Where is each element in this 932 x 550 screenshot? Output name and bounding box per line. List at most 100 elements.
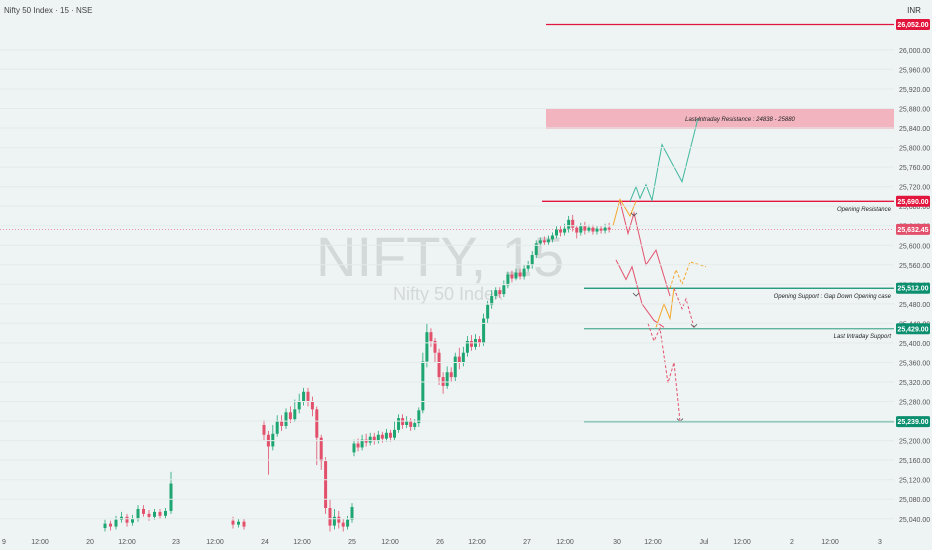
- candle-body: [315, 409, 319, 438]
- candle[interactable]: [393, 421, 396, 441]
- candle[interactable]: [409, 418, 413, 431]
- candle[interactable]: [350, 503, 354, 523]
- candle[interactable]: [368, 432, 372, 446]
- candle[interactable]: [341, 518, 345, 532]
- candle[interactable]: [575, 225, 579, 239]
- candle[interactable]: [376, 430, 380, 444]
- projection-path[interactable]: [612, 198, 637, 226]
- candle[interactable]: [437, 348, 441, 385]
- candle[interactable]: [417, 407, 421, 427]
- candle[interactable]: [169, 471, 173, 514]
- projection-path[interactable]: [619, 201, 671, 297]
- candle[interactable]: [571, 214, 575, 232]
- resistance-zone[interactable]: [546, 108, 895, 130]
- candle[interactable]: [465, 336, 469, 357]
- candle[interactable]: [114, 515, 118, 530]
- candle[interactable]: [482, 313, 486, 346]
- currency-label[interactable]: INR: [907, 6, 921, 15]
- candle[interactable]: [237, 518, 240, 528]
- candle[interactable]: [158, 508, 162, 519]
- candle-body: [445, 372, 449, 386]
- candle[interactable]: [522, 264, 526, 280]
- candle-body: [275, 421, 279, 434]
- candle[interactable]: [559, 225, 563, 237]
- candle[interactable]: [502, 280, 506, 298]
- candle[interactable]: [550, 232, 554, 243]
- projection-path[interactable]: [629, 118, 699, 203]
- candle[interactable]: [288, 406, 292, 424]
- candle[interactable]: [583, 221, 587, 235]
- candle[interactable]: [591, 224, 595, 235]
- candle[interactable]: [445, 366, 449, 389]
- candle[interactable]: [546, 235, 550, 246]
- x-tick-label: 24: [261, 539, 269, 546]
- candle[interactable]: [297, 393, 301, 414]
- candle[interactable]: [280, 415, 284, 431]
- candle[interactable]: [131, 514, 134, 526]
- candle[interactable]: [457, 347, 461, 370]
- candle[interactable]: [315, 406, 319, 466]
- candle[interactable]: [542, 236, 546, 246]
- projection-path[interactable]: [615, 259, 665, 328]
- candle[interactable]: [599, 225, 603, 234]
- candle[interactable]: [388, 429, 392, 442]
- candle[interactable]: [324, 457, 328, 514]
- candle[interactable]: [421, 352, 425, 414]
- candle[interactable]: [293, 399, 297, 423]
- candle[interactable]: [579, 222, 583, 236]
- candle[interactable]: [360, 434, 364, 451]
- candle[interactable]: [284, 408, 288, 429]
- candle[interactable]: [328, 499, 332, 532]
- candle[interactable]: [337, 510, 341, 529]
- candle[interactable]: [103, 519, 107, 532]
- projection-path[interactable]: [647, 323, 681, 422]
- candle[interactable]: [534, 240, 538, 258]
- candle[interactable]: [506, 271, 510, 289]
- candle[interactable]: [142, 505, 145, 517]
- candle[interactable]: [526, 260, 530, 272]
- candle[interactable]: [607, 222, 611, 233]
- symbol-title[interactable]: Nifty 50 Index · 15 · NSE: [4, 6, 93, 15]
- candle[interactable]: [449, 367, 453, 383]
- candle-body: [457, 356, 461, 363]
- candle[interactable]: [514, 268, 518, 281]
- candle-body: [587, 227, 591, 231]
- candle-body: [136, 508, 140, 519]
- candle[interactable]: [164, 508, 167, 519]
- candle[interactable]: [478, 336, 482, 347]
- price-axis[interactable]: [894, 0, 932, 550]
- candle[interactable]: [372, 432, 376, 445]
- candle[interactable]: [302, 387, 306, 406]
- candle[interactable]: [453, 352, 457, 382]
- candle[interactable]: [153, 508, 156, 520]
- candle[interactable]: [433, 338, 437, 363]
- candle[interactable]: [567, 215, 571, 233]
- candle[interactable]: [555, 225, 558, 239]
- candle[interactable]: [109, 520, 112, 531]
- candle[interactable]: [384, 428, 388, 442]
- candle[interactable]: [486, 300, 490, 324]
- candle[interactable]: [494, 287, 498, 299]
- watermark-symbol: NIFTY, 15: [316, 225, 564, 288]
- candle[interactable]: [510, 270, 514, 283]
- candle[interactable]: [242, 518, 246, 530]
- candle[interactable]: [397, 414, 401, 433]
- candle[interactable]: [346, 515, 350, 530]
- candle[interactable]: [461, 346, 465, 367]
- candle[interactable]: [262, 420, 266, 441]
- candle[interactable]: [275, 415, 279, 437]
- candle[interactable]: [518, 268, 522, 280]
- candle[interactable]: [429, 328, 433, 347]
- candle[interactable]: [595, 225, 599, 235]
- candle[interactable]: [490, 290, 494, 309]
- candle[interactable]: [125, 513, 129, 527]
- candle[interactable]: [352, 439, 356, 457]
- candle[interactable]: [306, 387, 310, 407]
- candle[interactable]: [530, 251, 534, 269]
- candle[interactable]: [405, 416, 409, 428]
- candle[interactable]: [425, 323, 429, 368]
- candle[interactable]: [498, 287, 502, 299]
- candle[interactable]: [310, 396, 314, 417]
